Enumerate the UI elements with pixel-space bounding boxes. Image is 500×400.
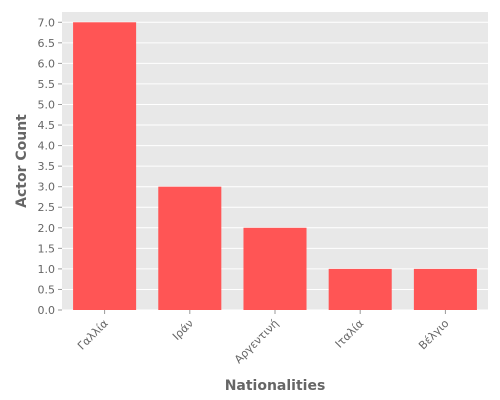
x-tick-label: Βέλγιο bbox=[416, 317, 452, 353]
y-tick-label: 4.0 bbox=[38, 140, 56, 153]
y-tick-label: 3.0 bbox=[38, 181, 56, 194]
y-tick-label: 1.0 bbox=[38, 263, 56, 276]
x-tick-label: Ιράν bbox=[170, 317, 196, 343]
y-axis-title: Actor Count bbox=[14, 114, 30, 208]
bar bbox=[413, 268, 477, 310]
y-axis-ticks: 0.0 0.5 1.0 1.5 2.0 2.5 3.0 3.5 4.0 4.5 5.0 5.5 6.0 6… bbox=[38, 16, 62, 317]
y-tick-label: 6.5 bbox=[38, 37, 56, 50]
y-tick-label: 3.5 bbox=[38, 160, 56, 173]
y-tick-label: 2.5 bbox=[38, 201, 56, 214]
y-tick-label: 0.5 bbox=[38, 283, 56, 296]
y-tick-label: 1.5 bbox=[38, 242, 56, 255]
bar bbox=[73, 22, 137, 311]
y-tick-label: 4.5 bbox=[38, 119, 56, 132]
y-tick-label: 5.5 bbox=[38, 78, 56, 91]
bars bbox=[73, 22, 477, 311]
x-axis-ticks: Γαλλία Ιράν Αργεντινή Ιταλία Βέλγιο bbox=[75, 310, 452, 366]
x-tick-label: Γαλλία bbox=[75, 317, 111, 353]
y-tick-label: 7.0 bbox=[38, 16, 56, 29]
x-tick-label: Ιταλία bbox=[333, 317, 367, 351]
bar bbox=[243, 227, 307, 310]
bar bbox=[158, 186, 222, 310]
y-tick-label: 0.0 bbox=[38, 304, 56, 317]
x-axis-title: Nationalities bbox=[225, 378, 326, 394]
y-tick-label: 2.0 bbox=[38, 222, 56, 235]
y-tick-label: 5.0 bbox=[38, 98, 56, 111]
x-tick-label: Αργεντινή bbox=[232, 317, 281, 366]
bar bbox=[328, 268, 392, 310]
y-tick-label: 6.0 bbox=[38, 57, 56, 70]
